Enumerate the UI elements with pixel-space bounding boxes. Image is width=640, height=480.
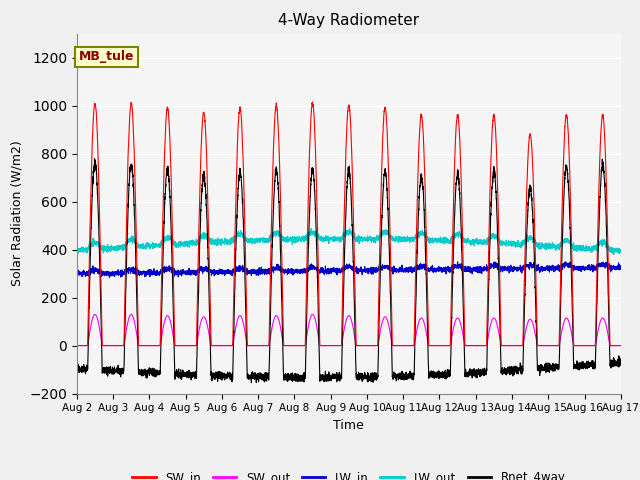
Rnet_4way <box>248 380 255 385</box>
Line: SW_in: SW_in <box>77 102 621 346</box>
Legend: SW_in, SW_out, LW_in, LW_out, Rnet_4way: SW_in, SW_out, LW_in, LW_out, Rnet_4way <box>127 466 570 480</box>
SW_in <box>617 343 625 348</box>
Rnet_4way <box>616 360 624 365</box>
LW_out <box>171 241 179 247</box>
SW_out <box>617 343 625 348</box>
SW_out <box>91 312 99 317</box>
SW_out <box>616 343 624 348</box>
LW_out <box>471 239 479 245</box>
Rnet_4way <box>441 369 449 374</box>
Line: SW_out: SW_out <box>77 314 621 346</box>
SW_in <box>441 343 449 348</box>
LW_in <box>471 268 479 274</box>
Rnet_4way <box>171 366 179 372</box>
LW_in <box>106 275 113 281</box>
SW_in <box>471 343 479 348</box>
SW_in <box>171 333 179 339</box>
LW_out <box>329 238 337 243</box>
LW_in <box>73 269 81 275</box>
SW_in <box>502 343 509 348</box>
LW_out <box>610 252 618 257</box>
LW_out <box>616 247 624 253</box>
SW_out <box>329 343 337 348</box>
SW_in <box>616 343 624 348</box>
Rnet_4way <box>617 362 625 368</box>
Rnet_4way <box>91 156 99 162</box>
Line: LW_in: LW_in <box>77 262 621 278</box>
Title: 4-Way Radiometer: 4-Way Radiometer <box>278 13 419 28</box>
LW_out <box>617 247 625 253</box>
LW_in <box>502 266 509 272</box>
LW_out <box>441 239 449 244</box>
SW_out <box>73 343 81 348</box>
LW_in <box>616 264 624 270</box>
Y-axis label: Solar Radiation (W/m2): Solar Radiation (W/m2) <box>11 141 24 287</box>
LW_in <box>329 268 337 274</box>
LW_out <box>73 249 81 255</box>
LW_in <box>441 267 449 273</box>
SW_out <box>441 343 449 348</box>
SW_out <box>171 342 179 348</box>
SW_out <box>502 343 509 348</box>
Rnet_4way <box>73 363 81 369</box>
Text: MB_tule: MB_tule <box>79 50 134 63</box>
SW_out <box>471 343 479 348</box>
LW_in <box>171 269 179 275</box>
SW_in <box>308 99 316 105</box>
LW_in <box>561 259 569 264</box>
X-axis label: Time: Time <box>333 419 364 432</box>
Rnet_4way <box>471 371 479 377</box>
Line: LW_out: LW_out <box>77 228 621 254</box>
Rnet_4way <box>502 366 509 372</box>
Rnet_4way <box>329 375 337 381</box>
SW_in <box>329 343 337 348</box>
Line: Rnet_4way: Rnet_4way <box>77 159 621 383</box>
LW_out <box>502 243 509 249</box>
LW_out <box>307 226 315 231</box>
SW_in <box>73 343 81 348</box>
LW_in <box>617 266 625 272</box>
